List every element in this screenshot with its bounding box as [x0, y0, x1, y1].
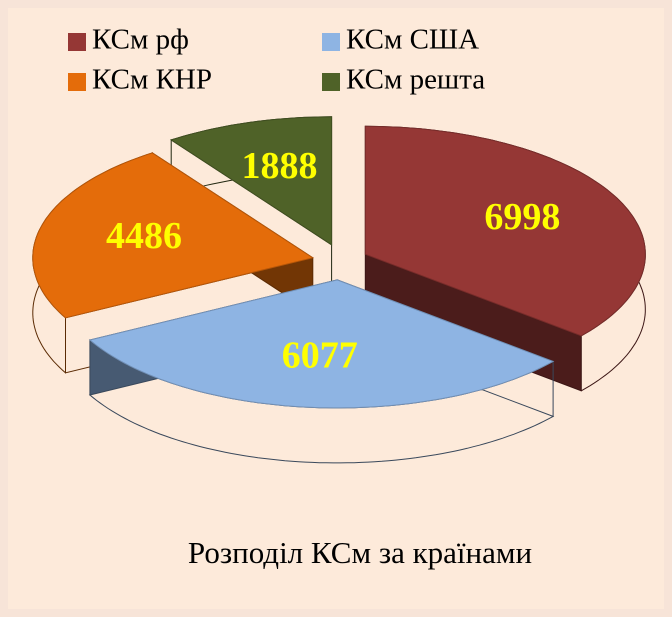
data-label: 6998 — [484, 196, 560, 238]
legend-swatch — [68, 33, 86, 51]
slice — [88, 279, 555, 409]
legend-label: КСм КНР — [92, 64, 212, 96]
data-label: 6077 — [282, 335, 358, 377]
legend-swatch — [322, 33, 340, 51]
legend-swatch — [68, 73, 86, 91]
data-label: 4486 — [106, 215, 182, 257]
chart-title: Розподіл КСм за країнами — [188, 535, 532, 570]
legend-swatch — [322, 73, 340, 91]
data-label: 1888 — [241, 145, 317, 187]
legend-label: КСм США — [346, 24, 479, 56]
legend-label: КСм рф — [92, 24, 189, 56]
slice — [170, 116, 333, 246]
slice — [32, 152, 315, 319]
legend-label: КСм решта — [346, 64, 485, 96]
slice — [364, 125, 646, 337]
